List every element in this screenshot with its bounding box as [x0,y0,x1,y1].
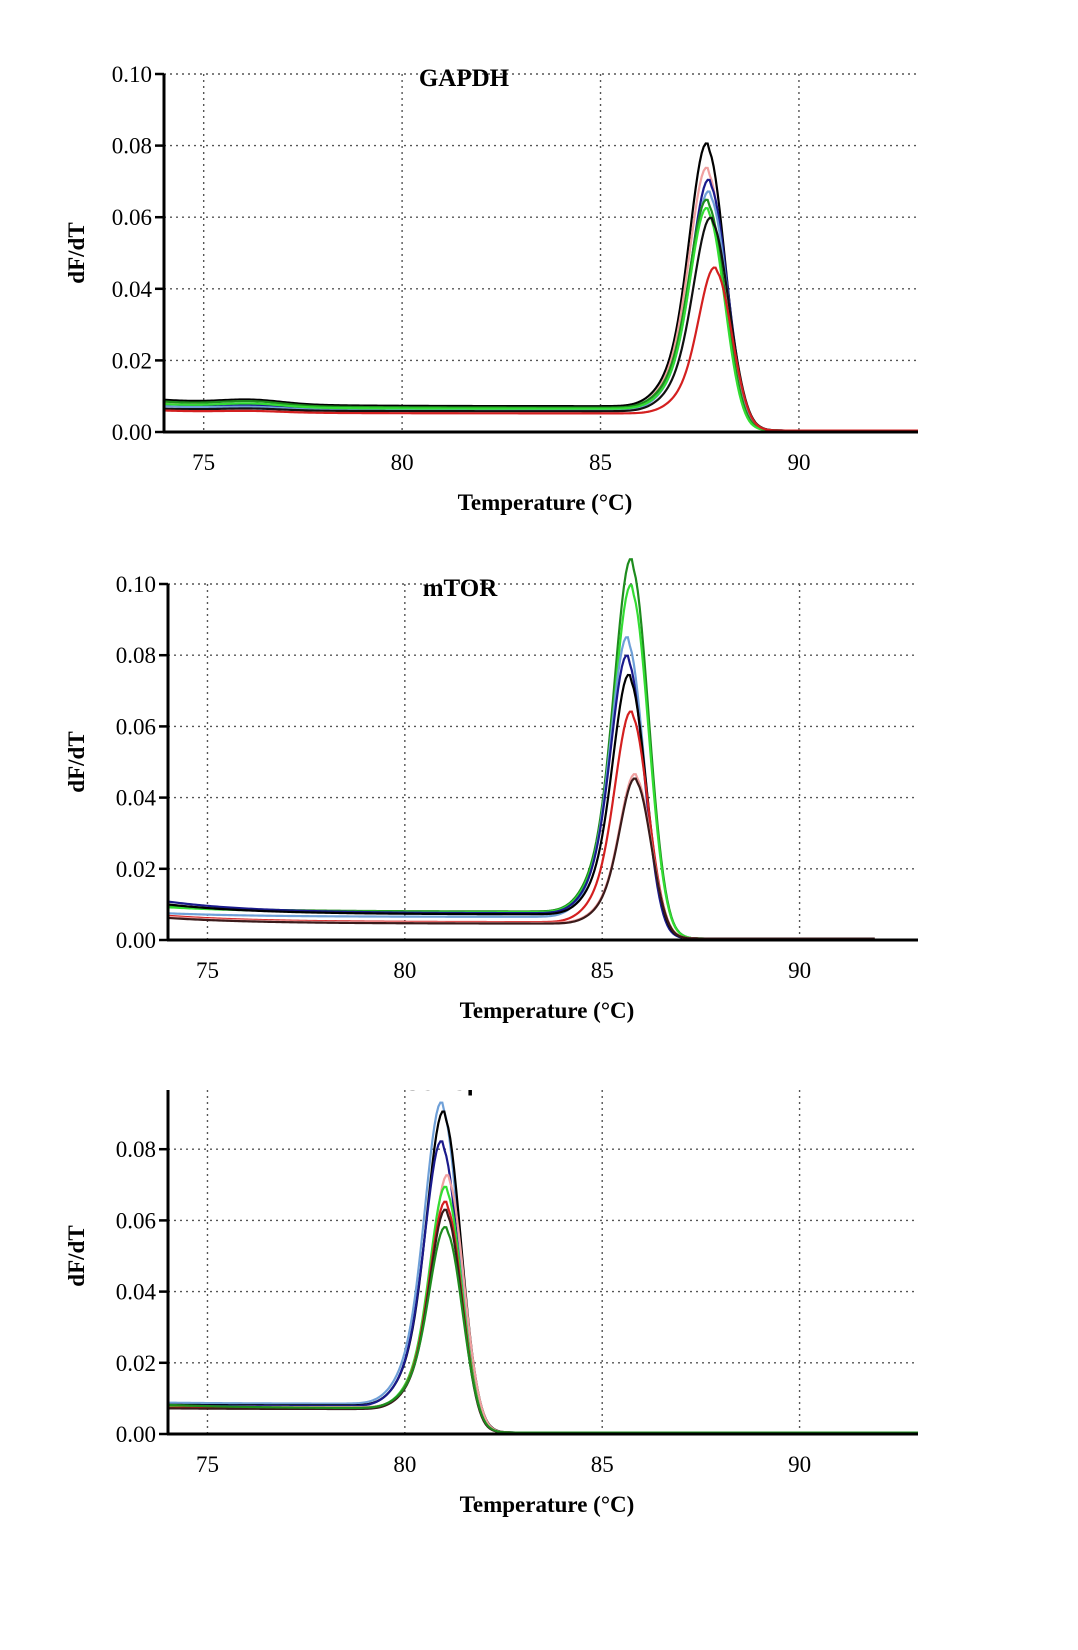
chart-panel-gapdh: 0.00 0.02 0.04 0.06 0.08 0.10 75 80 85 90 Temperat… [0,0,1078,545]
y-tick-label: 0.04 [116,786,157,811]
y-tick-label: 0.02 [116,857,156,882]
series-line-6 [163,207,918,432]
y-tick-label: 0.08 [116,643,156,668]
x-tick-label: 85 [591,1452,614,1477]
y-axis-title: dF/dT [64,222,89,283]
y-tick-label: 0.02 [116,1351,156,1376]
chart-panel-mtor: 0.00 0.02 0.04 0.06 0.08 0.10 75 80 85 90 Temperat… [0,548,1078,1093]
x-tick-label: 75 [196,1452,219,1477]
series-line-7 [167,1208,918,1434]
series-line-6 [167,1200,918,1434]
y-tick-label: 0.10 [112,62,152,87]
grid-mtor [168,583,918,940]
y-tick-label: 0.08 [116,1137,156,1162]
x-tick-label: 75 [192,450,215,475]
series-line-3 [167,636,875,940]
x-tick-label: 80 [391,450,414,475]
series-line-5 [167,673,875,940]
y-tick-label: 0.00 [112,420,152,445]
y-axis-title: dF/dT [64,731,89,792]
y-tick-label: 0.00 [116,1422,156,1447]
y-tick-label: 0.10 [116,1090,156,1091]
series-line-5 [163,198,918,432]
series-line-3 [167,1140,918,1434]
series-group-gapdh [163,142,918,432]
y-tick-label: 0.02 [112,348,152,373]
series-group-gsk3b [167,1101,918,1434]
series-line-2 [167,584,875,940]
series-line-2 [167,1110,918,1434]
grid-gsk3b [168,1090,918,1434]
chart-panel-gsk3b: 0.00 0.02 0.04 0.06 0.08 0.10 75 80 85 90 Temperat… [0,1090,1078,1645]
x-tick-label: 85 [589,450,612,475]
melt-curve-chart-gapdh: 0.00 0.02 0.04 0.06 0.08 0.10 75 80 85 90 Temperat… [64,62,918,515]
series-line-1 [163,142,918,432]
x-tick-label: 80 [393,958,416,983]
x-tick-label: 90 [788,958,811,983]
grid-gapdh [164,73,918,432]
x-tick-label: 80 [393,1452,416,1477]
y-tick-label: 0.10 [116,572,156,597]
series-line-4 [167,1174,918,1434]
series-line-1 [167,558,875,940]
x-axis-title: Temperature (°C) [458,490,633,515]
x-axis-title: Temperature (°C) [460,998,635,1023]
x-axis-title: Temperature (°C) [460,1492,635,1517]
series-line-6 [167,710,875,940]
x-tick-label: 75 [196,958,219,983]
y-tick-label: 0.06 [116,1208,156,1233]
series-line-5 [167,1185,918,1434]
y-tick-label: 0.04 [112,277,153,302]
chart-title: GAPDH [419,65,510,92]
y-tick-label: 0.04 [116,1280,157,1305]
melt-curve-chart-mtor: 0.00 0.02 0.04 0.06 0.08 0.10 75 80 85 90 Temperat… [64,558,918,1023]
series-line-8 [167,1225,918,1434]
series-group-mtor [167,558,875,940]
x-tick-label: 90 [788,1452,811,1477]
series-line-3 [163,178,918,432]
melt-curve-chart-gsk3b: 0.00 0.02 0.04 0.06 0.08 0.10 75 80 85 90 Temperat… [64,1090,918,1517]
series-line-4 [163,190,918,432]
y-tick-label: 0.08 [112,134,152,159]
y-axis-title: dF/dT [64,1225,89,1286]
series-line-2 [163,166,918,432]
x-tick-label: 90 [787,450,810,475]
series-line-1 [167,1101,918,1434]
y-tick-label: 0.06 [112,205,152,230]
series-line-7 [163,216,918,432]
x-tick-label: 85 [591,958,614,983]
y-tick-label: 0.00 [116,928,156,953]
chart-title: mTOR [423,575,498,602]
chart-title: GSK3β [402,1090,480,1096]
y-tick-label: 0.06 [116,714,156,739]
